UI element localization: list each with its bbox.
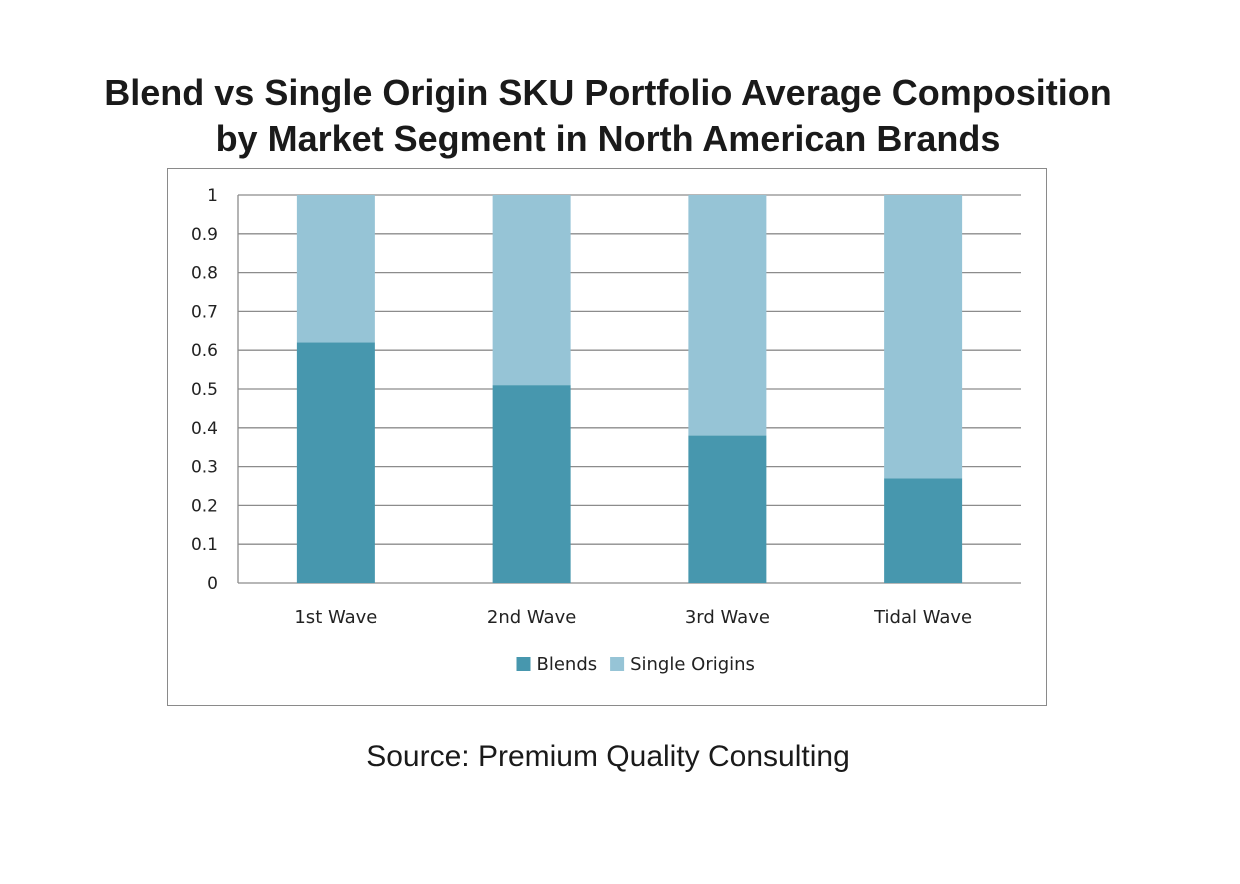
bar-blends bbox=[296, 342, 375, 583]
legend-swatch bbox=[610, 657, 625, 671]
stacked-bar-chart: 0 0.1 0.2 0.3 0.4 0.5 0.6 0.7 0.8 0.9 1 1st Wave 2nd… bbox=[191, 186, 1021, 675]
bar-single-origins bbox=[296, 195, 375, 343]
x-category-label: 2nd Wave bbox=[487, 607, 576, 628]
y-tick-label: 0.9 bbox=[191, 225, 218, 245]
y-tick-label: 0.7 bbox=[191, 302, 218, 322]
source-note: Source: Premium Quality Consulting bbox=[366, 740, 850, 773]
chart-title: Blend vs Single Origin SKU Portfolio Ave… bbox=[0, 70, 1216, 162]
y-tick-label: 1 bbox=[207, 186, 218, 206]
bar-single-origins bbox=[884, 195, 963, 479]
legend-swatch bbox=[516, 657, 531, 671]
y-tick-label: 0.5 bbox=[191, 380, 218, 400]
y-tick-label: 0.6 bbox=[191, 341, 218, 361]
x-category-label: 3rd Wave bbox=[685, 607, 770, 628]
bar-blends bbox=[492, 385, 571, 583]
x-category-label: Tidal Wave bbox=[873, 607, 972, 628]
legend-label: Single Origins bbox=[630, 654, 755, 675]
chart-title-line-2: by Market Segment in North American Bran… bbox=[215, 118, 1001, 159]
x-category-label: 1st Wave bbox=[294, 607, 377, 628]
bar-blends bbox=[688, 435, 767, 583]
y-tick-label: 0.8 bbox=[191, 264, 218, 284]
y-tick-label: 0.3 bbox=[191, 458, 218, 478]
legend-label: Blends bbox=[537, 654, 598, 675]
bar-single-origins bbox=[688, 195, 767, 436]
y-tick-label: 0 bbox=[207, 574, 218, 594]
bar-blends bbox=[884, 478, 963, 583]
y-tick-label: 0.2 bbox=[191, 496, 218, 516]
chart-area: 0 0.1 0.2 0.3 0.4 0.5 0.6 0.7 0.8 0.9 1 1st Wave 2nd… bbox=[167, 168, 1047, 706]
y-tick-label: 0.4 bbox=[191, 419, 218, 439]
y-tick-label: 0.1 bbox=[191, 535, 218, 555]
bar-single-origins bbox=[492, 195, 571, 386]
chart-title-line-1: Blend vs Single Origin SKU Portfolio Ave… bbox=[104, 72, 1112, 113]
